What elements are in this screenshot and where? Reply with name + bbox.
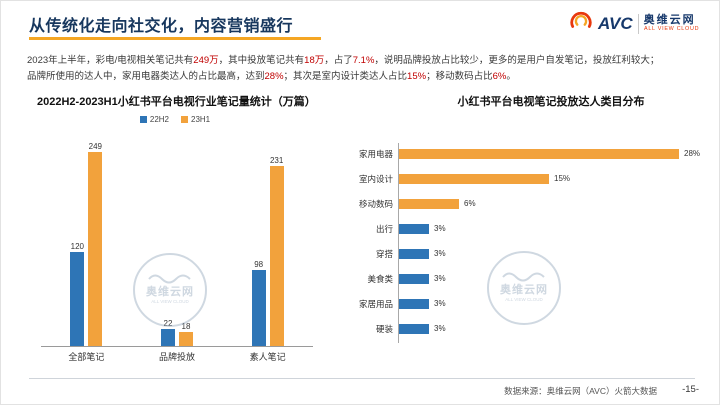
category-label-品牌投放: 品牌投放: [159, 352, 196, 362]
hbar-value-label: 28%: [684, 149, 701, 158]
bar-value-label: 18: [181, 322, 191, 331]
bar-wrap: 98: [251, 260, 266, 346]
bar-value-label: 231: [269, 156, 284, 165]
hbar-category-label: 硬装: [375, 323, 393, 334]
legend-label: 23H1: [191, 115, 211, 124]
hbar-家用电器: [399, 148, 679, 159]
hbar-value-label: 3%: [434, 249, 446, 258]
summary-line-2: 品牌所使用的达人中，家用电器类达人的占比最高，达到28%；其次是室内设计类达人占…: [27, 71, 697, 83]
highlighted-stat: 6%: [492, 71, 507, 82]
hbar-硬装: [399, 323, 429, 334]
right-chart-axis-line: [398, 143, 399, 343]
legend-swatch: [181, 116, 188, 123]
left-chart-legend: 22H2 23H1: [41, 115, 309, 124]
hbar-row-美食类: 美食类 3%: [343, 266, 705, 291]
bar-group-品牌投放: 22 18: [132, 319, 223, 346]
hbar-row-家用电器: 家用电器 28%: [343, 141, 705, 166]
legend-item-22H2: 22H2: [139, 115, 169, 124]
hbar-value-label: 3%: [434, 299, 446, 308]
summary-text: ，说明品牌投放占比较少，更多的是用户自发笔记，投放红利较大；: [374, 55, 660, 66]
bar-wrap: 231: [269, 156, 284, 346]
hbar-移动数码: [399, 198, 459, 209]
hbar-category-label: 家居用品: [358, 298, 393, 309]
hbar-value-label: 6%: [464, 199, 476, 208]
bar-wrap: 249: [88, 142, 103, 346]
hbar-category-label: 家用电器: [358, 148, 393, 159]
bar-group-素人笔记: 98 231: [222, 156, 313, 346]
hbar-穿搭: [399, 248, 429, 259]
highlighted-stat: 28%: [264, 71, 284, 82]
highlighted-stat: 7.1%: [352, 55, 375, 66]
hbar-row-出行: 出行 3%: [343, 216, 705, 241]
bar-value-label: 22: [163, 319, 173, 328]
hbar-value-label: 3%: [434, 274, 446, 283]
bar-wrap: 120: [70, 242, 85, 346]
summary-text: ，占了: [324, 55, 353, 66]
hbar-category-label: 穿搭: [375, 248, 393, 259]
bar-23H1-全部笔记: [88, 152, 103, 346]
bar-22H2-品牌投放: [161, 329, 175, 346]
hbar-row-室内设计: 室内设计 15%: [343, 166, 705, 191]
hbar-row-穿搭: 穿搭 3%: [343, 241, 705, 266]
bar-22H2-全部笔记: [70, 252, 85, 346]
hbar-value-label: 15%: [554, 174, 571, 183]
hbar-row-家居用品: 家居用品 3%: [343, 291, 705, 316]
summary-text: 2023年上半年，彩电/电视相关笔记共有: [27, 55, 194, 66]
left-chart-category-labels: 全部笔记 品牌投放 素人笔记: [41, 350, 313, 363]
right-chart-title: 小红书平台电视笔记投放达人类目分布: [457, 96, 645, 108]
highlighted-stat: 18万: [304, 55, 325, 66]
logo-tagline: ALL VIEW CLOUD: [643, 26, 699, 32]
hbar-category-label: 美食类: [367, 273, 393, 284]
hbar-美食类: [399, 273, 429, 284]
bar-value-label: 98: [254, 260, 264, 269]
highlighted-stat: 15%: [407, 71, 427, 82]
hbar-row-硬装: 硬装 3%: [343, 316, 705, 341]
hbar-出行: [399, 223, 429, 234]
bar-wrap: 18: [179, 322, 193, 346]
category-label-全部笔记: 全部笔记: [68, 352, 105, 362]
avc-logo: AVC 奥维云网 ALL VIEW CLOUD: [569, 9, 705, 38]
summary-text: 品牌所使用的达人中，家用电器类达人的占比最高，达到: [27, 71, 265, 82]
summary-line-1: 2023年上半年，彩电/电视相关笔记共有249万，其中投放笔记共有18万，占了7…: [27, 55, 697, 67]
footer-divider: [29, 378, 695, 379]
hbar-category-label: 出行: [375, 223, 393, 234]
logo-divider: [637, 13, 639, 34]
page-number: -15-: [682, 384, 699, 395]
bar-23H1-品牌投放: [179, 332, 193, 346]
summary-text: 。: [506, 71, 516, 82]
footer-data-source: 数据来源：奥维云网（AVC）火箭大数据: [504, 386, 657, 396]
legend-label: 22H2: [149, 115, 169, 124]
page-title: 从传统化走向社交化，内容营销盛行: [29, 18, 294, 35]
hbar-category-label: 室内设计: [358, 173, 393, 184]
hbar-value-label: 3%: [434, 324, 446, 333]
avc-logo-icon: [569, 9, 593, 38]
summary-text: ，其中投放笔记共有: [218, 55, 305, 66]
logo-company-name: 奥维云网: [643, 14, 696, 27]
right-chart-plot: 家用电器 28% 室内设计 15% 移动数码 6% 出行 3% 穿搭 3% 美食类 3% 家居用品 3% 硬…: [343, 141, 705, 341]
summary-text: ；其次是室内设计类达人占比: [283, 71, 408, 82]
bar-group-全部笔记: 120 249: [41, 142, 132, 346]
bar-23H1-素人笔记: [269, 166, 284, 346]
logo-abbr: AVC: [598, 13, 633, 33]
hbar-row-移动数码: 移动数码 6%: [343, 191, 705, 216]
legend-item-23H1: 23H1: [181, 115, 210, 124]
category-label-素人笔记: 素人笔记: [249, 352, 286, 362]
hbar-家居用品: [399, 298, 429, 309]
hbar-室内设计: [399, 173, 549, 184]
legend-swatch: [139, 116, 147, 123]
bar-value-label: 120: [70, 242, 84, 251]
title-underline: [29, 37, 321, 40]
bar-22H2-素人笔记: [251, 270, 266, 346]
hbar-category-label: 移动数码: [358, 198, 393, 209]
hbar-value-label: 3%: [434, 224, 446, 233]
left-chart-title: 2022H2-2023H1小红书平台电视行业笔记量统计（万篇）: [37, 96, 316, 108]
highlighted-stat: 249万: [193, 55, 219, 66]
bar-wrap: 22: [161, 319, 175, 346]
bar-value-label: 249: [88, 142, 102, 151]
left-chart-plot: 120 249 22 18 98 231: [41, 131, 313, 347]
summary-text: ；移动数码占比: [426, 71, 493, 82]
